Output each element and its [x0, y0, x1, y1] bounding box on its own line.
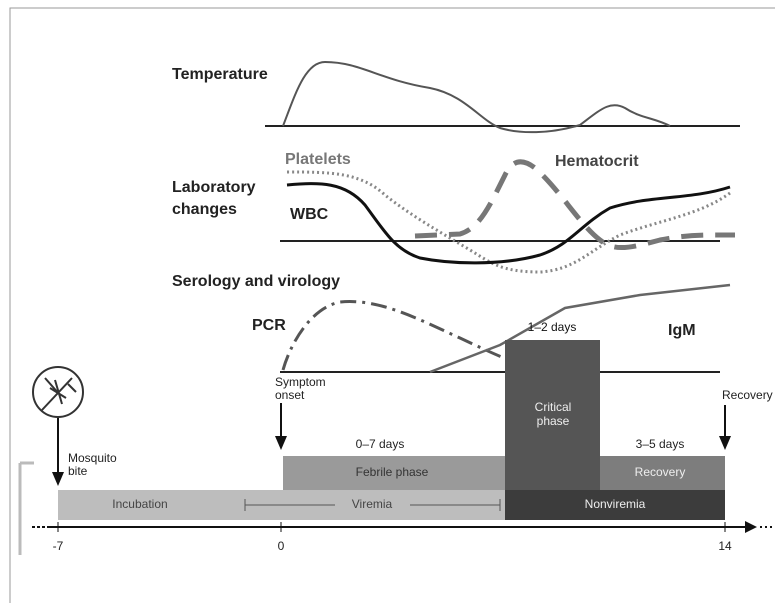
event-arrow — [275, 436, 287, 450]
phase-label: Critical — [535, 400, 572, 414]
curve-label: Hematocrit — [555, 153, 639, 170]
panel-title: changes — [172, 201, 237, 218]
curve-label: PCR — [252, 317, 286, 334]
phase-label: Febrile phase — [356, 465, 429, 479]
axis-arrow — [745, 521, 757, 533]
tick-label: 0 — [278, 539, 285, 553]
pcr-curve — [281, 300, 531, 371]
recovery-box — [600, 456, 725, 490]
nonviremia-box — [505, 490, 725, 520]
event-arrow — [52, 472, 64, 486]
event-label: Mosquito — [68, 451, 117, 465]
igm-curve — [429, 283, 731, 374]
event-label: onset — [275, 388, 305, 402]
bracket — [18, 461, 34, 555]
event-label: bite — [68, 464, 88, 478]
curve-label: Platelets — [285, 151, 351, 168]
phase-label: Recovery — [635, 465, 686, 479]
platelets-curve — [286, 170, 731, 274]
event-label: Symptom — [275, 375, 326, 389]
panel-title: Temperature — [172, 66, 268, 83]
mosquito-icon — [41, 377, 77, 411]
tick-label: -7 — [53, 539, 64, 553]
hematocrit-curve — [414, 159, 736, 251]
critical-box — [505, 340, 600, 490]
curve-label: IgM — [668, 322, 696, 339]
phase-label: Viremia — [352, 497, 393, 511]
phase-label: phase — [537, 414, 570, 428]
curve-label: WBC — [290, 206, 329, 223]
phase-label: Incubation — [112, 497, 167, 511]
duration-label: 0–7 days — [356, 437, 405, 451]
panel-title: Serology and virology — [172, 273, 340, 290]
panel-title: Laboratory — [172, 179, 256, 196]
event-label: Recovery — [722, 388, 773, 402]
event-arrow — [719, 436, 731, 450]
temperature-curve — [282, 60, 671, 134]
tick-label: 14 — [718, 539, 732, 553]
phase-label: Nonviremia — [585, 497, 646, 511]
duration-label: 3–5 days — [636, 437, 685, 451]
febrile-box — [283, 456, 505, 490]
duration-label: 1–2 days — [528, 320, 577, 334]
wbc-curve — [286, 182, 731, 265]
frame — [9, 7, 775, 603]
